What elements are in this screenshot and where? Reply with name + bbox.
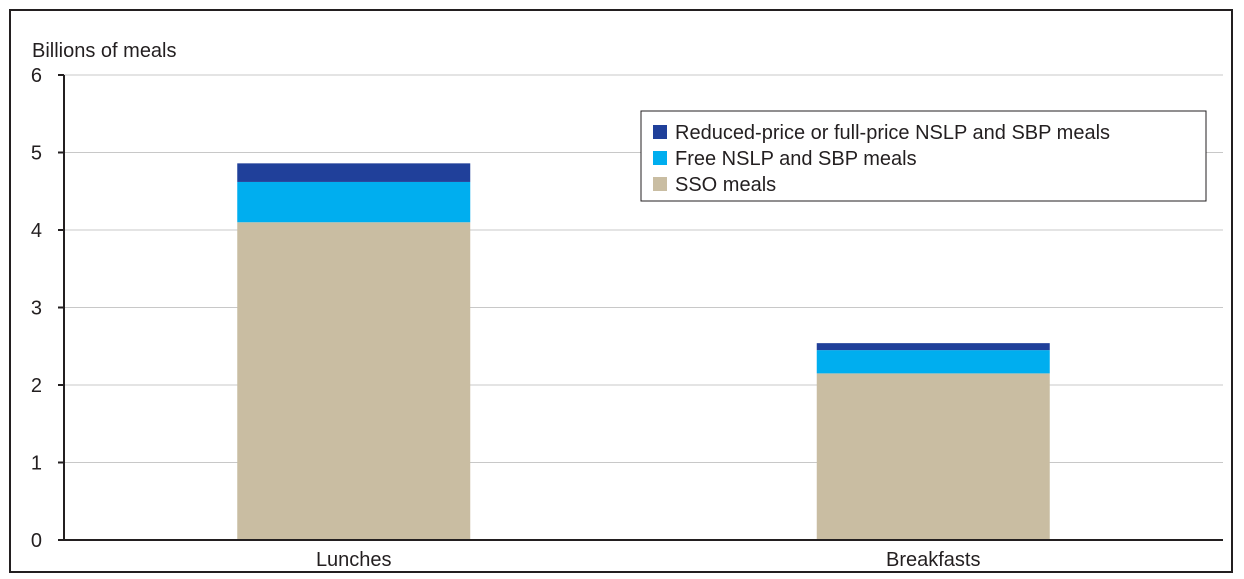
bar-segment-breakfasts-1 xyxy=(816,350,1050,374)
x-tick-label: Lunches xyxy=(316,549,392,571)
legend-box xyxy=(640,110,1207,202)
legend-swatch xyxy=(653,177,667,191)
bar-segment-breakfasts-2 xyxy=(816,343,1050,351)
y-tick-label: 4 xyxy=(31,220,42,242)
y-tick-label: 3 xyxy=(31,298,42,320)
legend-swatch xyxy=(653,125,667,139)
y-tick-label: 1 xyxy=(31,453,42,475)
legend-label: SSO meals xyxy=(675,174,776,196)
y-axis-title: Billions of meals xyxy=(32,40,177,62)
y-tick-label: 5 xyxy=(31,143,42,165)
legend-swatch xyxy=(653,151,667,165)
legend-label: Reduced-price or full-price NSLP and SBP… xyxy=(675,122,1110,144)
bar-segment-breakfasts-0 xyxy=(816,373,1050,540)
x-tick-label: Breakfasts xyxy=(886,549,980,571)
chart-frame: 0 1 2 3 4 5 6 Lunches Breakfasts Billions of mea… xyxy=(9,9,1233,573)
y-tick-label: 6 xyxy=(31,65,42,87)
legend-label: Free NSLP and SBP meals xyxy=(675,148,917,170)
y-tick-label: 0 xyxy=(31,530,42,552)
bar-segment-lunches-1 xyxy=(237,181,471,223)
stacked-bar-chart: 0 1 2 3 4 5 6 Lunches Breakfasts Billions of mea… xyxy=(31,40,1223,571)
bar-segment-lunches-2 xyxy=(237,163,471,182)
axes: 0 1 2 3 4 5 6 Lunches Breakfasts xyxy=(31,65,1223,571)
legend: Reduced-price or full-price NSLP and SBP… xyxy=(640,110,1207,202)
y-tick-label: 2 xyxy=(31,375,42,397)
bar-segment-lunches-0 xyxy=(237,222,471,540)
bars xyxy=(237,163,1050,540)
